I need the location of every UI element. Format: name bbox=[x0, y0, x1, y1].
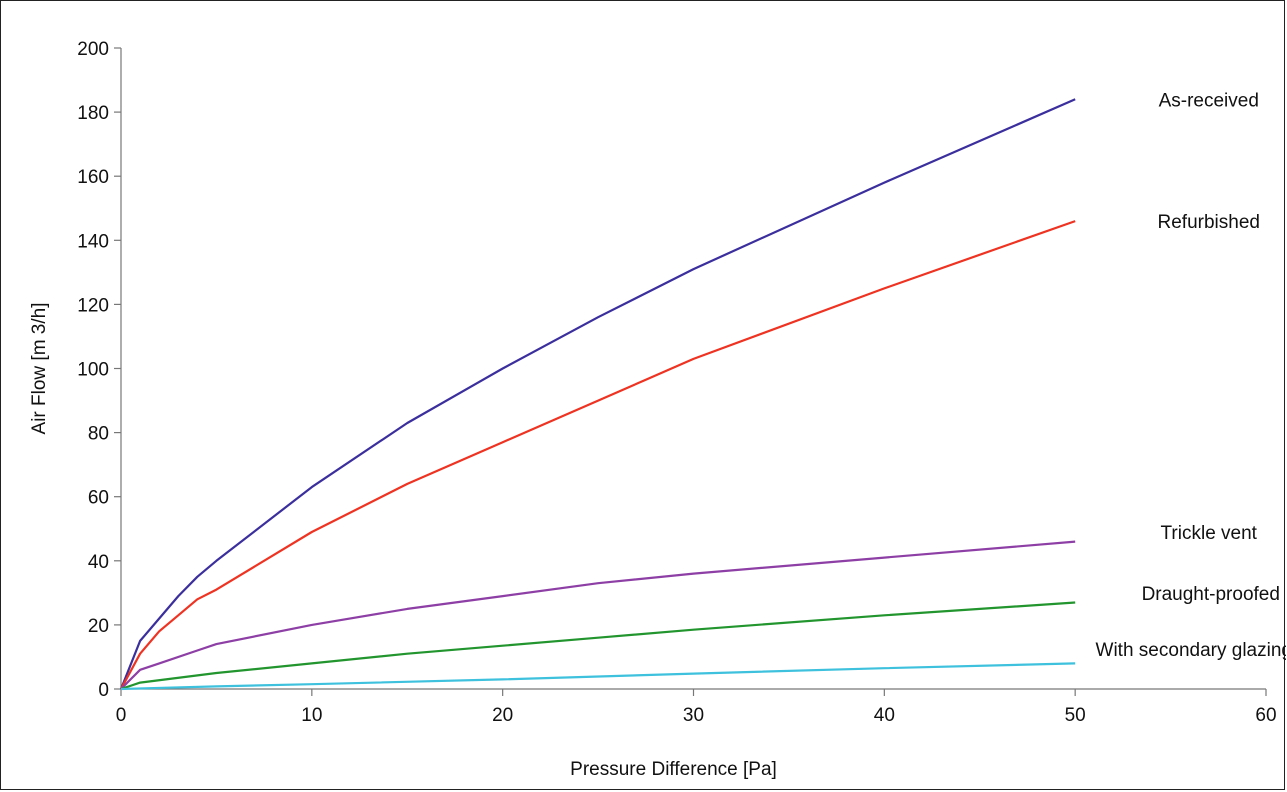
x-tick-label: 40 bbox=[874, 705, 895, 726]
series-labels: As-received Refurbished Trickle vent Draugh… bbox=[1096, 90, 1286, 661]
series-line-1 bbox=[120, 220, 1076, 690]
x-tick-label: 60 bbox=[1255, 705, 1276, 726]
series-label-4: With secondary glazing bbox=[1096, 640, 1286, 661]
y-tick-label: 40 bbox=[88, 552, 109, 573]
x-tick-label: 0 bbox=[116, 705, 127, 726]
y-tick-label: 0 bbox=[98, 680, 109, 701]
y-tick-label: 140 bbox=[77, 231, 109, 252]
y-tick-label: 60 bbox=[88, 488, 109, 509]
x-axis-title: Pressure Difference [Pa] bbox=[570, 759, 777, 780]
tick-labels: 0 20 40 60 80 100 120 140 160 180 200 0 10 20 30 40 50 60 bbox=[77, 39, 1276, 726]
series-label-3: Draught-proofed bbox=[1142, 584, 1280, 605]
series-lines bbox=[119, 98, 1076, 691]
series-line-2 bbox=[120, 540, 1076, 690]
y-tick-label: 120 bbox=[77, 295, 109, 316]
series-line-0 bbox=[119, 98, 1076, 690]
x-tick-label: 20 bbox=[492, 705, 513, 726]
y-tick-label: 80 bbox=[88, 424, 109, 445]
y-tick-label: 100 bbox=[77, 360, 109, 381]
axes bbox=[114, 47, 1267, 696]
series-label-0: As-received bbox=[1159, 90, 1259, 111]
x-tick-label: 30 bbox=[683, 705, 704, 726]
series-line-3 bbox=[120, 601, 1076, 691]
x-tick-label: 50 bbox=[1065, 705, 1086, 726]
x-tick-label: 10 bbox=[301, 705, 322, 726]
y-tick-label: 20 bbox=[88, 616, 109, 637]
series-line-4 bbox=[120, 662, 1076, 691]
series-label-1: Refurbished bbox=[1158, 212, 1260, 233]
y-tick-label: 160 bbox=[77, 167, 109, 188]
y-tick-label: 200 bbox=[77, 39, 109, 60]
y-tick-label: 180 bbox=[77, 103, 109, 124]
series-label-2: Trickle vent bbox=[1161, 523, 1258, 544]
y-axis-title: Air Flow [m 3/h] bbox=[29, 303, 50, 435]
